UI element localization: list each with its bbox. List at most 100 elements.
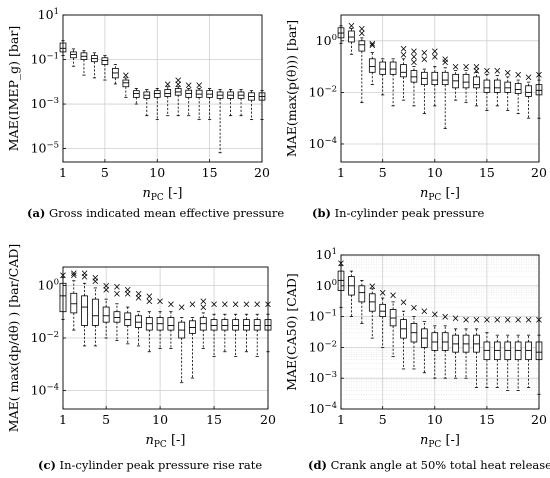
y-tick-label: 100 [316,33,337,48]
outlier-mark: × [221,299,229,310]
box-x18: × [514,315,522,391]
box-x8 [132,88,140,105]
box-x11: ×× [441,54,449,129]
outlier-mark: × [174,79,182,90]
box-x12: × [177,303,186,384]
outlier-mark: × [504,315,512,326]
outlier-mark: × [410,52,418,63]
box-x3 [358,279,366,324]
x-tick-label: 1 [59,412,67,427]
box-x18: × [242,299,251,353]
panel-c: × ×× ×××××××××××××× × × × × ×× × × × × × ×1 5 10 15 2010−… [6,244,276,450]
box-x6: × [389,291,397,358]
box-x4: × [368,281,376,339]
y-axis-label: MAE(max(p(θ))) [bar] [284,20,299,157]
box-x10 [153,88,161,121]
outlier-mark: × [472,62,480,73]
outlier-mark: × [514,315,522,326]
outlier-mark: × [524,72,532,83]
x-tick-label: 20 [531,412,547,427]
box-body [113,311,121,323]
grid [340,254,540,410]
outlier-mark: × [80,272,88,283]
outlier-mark: × [441,312,449,323]
outlier-mark: × [199,297,207,308]
box-x16: × [221,299,229,353]
outlier-mark: × [514,70,522,81]
x-tick-label: 20 [531,165,547,180]
x-axis-label: nPC [-] [146,433,186,450]
box-body [70,292,78,314]
caption-b-text: In-cylinder peak pressure [334,206,485,220]
outlier-mark: × [431,52,439,63]
box-body [91,298,99,326]
box-x4: ×× [91,273,100,347]
box-x15: × [483,66,491,111]
box-body [462,73,470,89]
y-tick-label: 10−4 [309,401,337,416]
y-tick-label: 100 [38,277,59,292]
x-tick-label: 1 [337,165,345,180]
box-x7: × [399,297,408,370]
box-x17 [227,89,234,117]
box-x10: × [156,297,164,349]
box-x15: × [483,315,491,388]
caption-a-text: Gross indicated mean effective pressure [49,206,285,220]
outlier-mark: × [102,285,110,296]
outlier-mark: × [389,291,397,302]
box-x14: ×× [472,62,481,107]
box-x3: ×× [80,268,89,347]
box-x18: × [514,70,522,115]
box-x7: ×× [399,44,408,101]
box-x2: × [347,21,356,55]
caption-d: (d) Crank angle at 50% total heat releas… [308,458,550,472]
box-body [493,79,501,93]
outlier-mark: × [167,299,175,310]
box-x8: ××× [410,47,418,107]
box-x9: × [420,307,429,374]
outlier-mark: × [199,303,207,314]
box-x17: × [504,315,512,391]
caption-b: (b) In-cylinder peak pressure [312,206,484,220]
box-x10: ×× [431,47,439,107]
outlier-mark: × [368,39,376,50]
box-x18 [237,89,245,117]
plot-frame [62,14,263,163]
outlier-mark: × [177,303,185,314]
box-x4: ×× [368,39,376,86]
y-axis-label: MAE( max(dp/dθ) ) [bar/CAD] [6,244,21,432]
outlier-mark: × [451,62,459,73]
box-body [153,90,161,98]
x-tick-label: 5 [379,412,387,427]
outlier-mark: × [420,48,428,59]
box-x3: ×× [358,24,366,104]
y-tick-label: 10−4 [31,383,59,398]
outlier-mark: × [358,29,366,40]
outlier-mark: × [242,299,250,310]
grid [62,267,269,409]
outlier-mark: × [122,71,130,82]
box-body [368,58,376,73]
box-body [358,285,366,303]
y-axis-label: MAE(CA50) [CAD] [284,273,299,391]
outlier-mark: × [145,297,153,308]
box-x5: ×× [102,281,110,339]
outlier-mark: × [195,81,203,92]
box-x11: × [167,299,175,349]
x-tick-label: 20 [260,412,276,427]
outlier-mark: × [134,289,142,300]
plot-frame [340,14,540,163]
y-tick-label: 101 [316,247,337,262]
outlier-mark: × [431,310,439,321]
box-x4 [91,52,98,79]
y-tick-label: 10−2 [309,339,337,354]
caption-a-label: (a) [27,206,46,220]
box-x14: ×× [199,297,207,349]
outlier-mark: × [70,268,78,279]
box-x7: × [122,71,130,98]
box-x15: × [210,299,218,357]
outlier-mark: × [156,297,164,308]
outlier-mark: × [399,297,407,308]
box-x15 [206,88,213,121]
outlier-mark: × [410,58,418,69]
